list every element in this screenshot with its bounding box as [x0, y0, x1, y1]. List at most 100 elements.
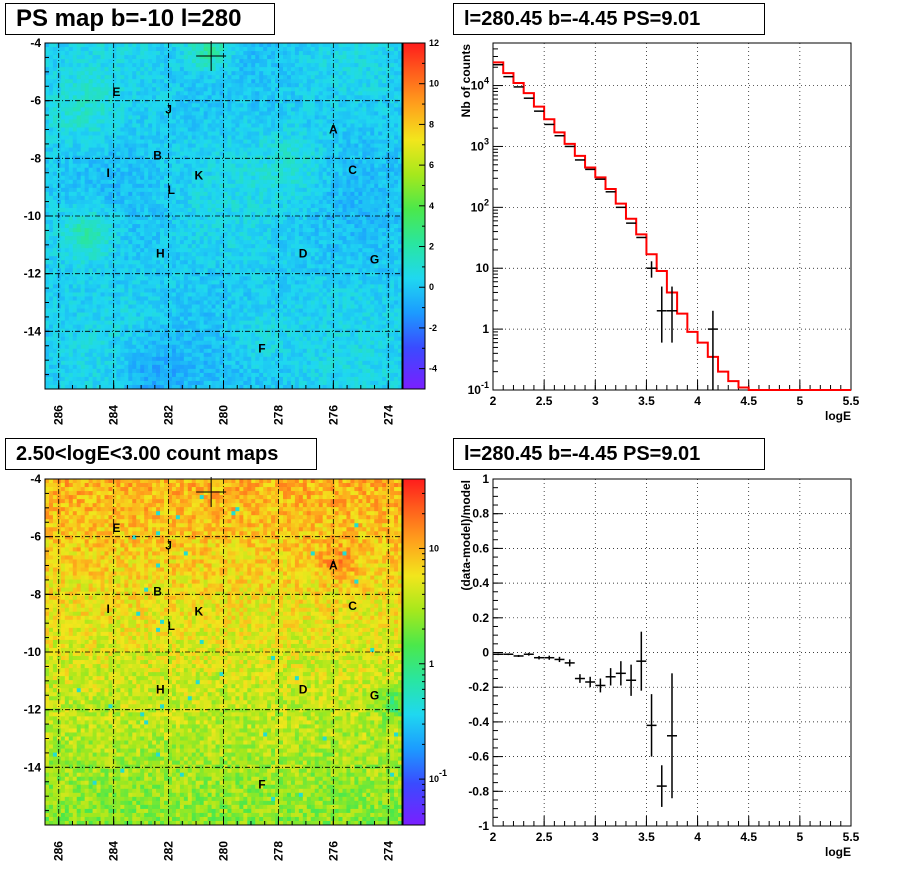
y-tick-label: 0.8 [472, 507, 489, 521]
x-tick-label: 5.5 [843, 830, 860, 844]
y-tick-label: 102 [471, 197, 489, 214]
source-label-c: C [348, 163, 357, 177]
colorbar-tick-label: 2 [429, 242, 434, 252]
data-point [667, 286, 677, 343]
x-tick-label: 286 [52, 841, 66, 861]
colorbar-tick-label: 10 [429, 79, 439, 89]
source-label-f: F [258, 342, 265, 356]
y-tick-label: -0.6 [468, 750, 489, 764]
x-tick-label: 2.5 [536, 830, 553, 844]
source-label-g: G [370, 252, 379, 266]
ps-map-panel: 286 284 282 280 278 276 274-4-6-8-10-12-14EJAB… [24, 36, 439, 425]
source-label-e: E [112, 521, 120, 535]
colorbar [402, 42, 426, 390]
residual-point [503, 653, 514, 656]
x-axis-label: logE [825, 845, 851, 859]
y-axis-label: Nb of counts [459, 44, 473, 118]
residual-point [656, 765, 667, 807]
x-tick-label: 4.5 [740, 394, 757, 408]
y-tick-label: -10 [24, 209, 42, 223]
colorbar [402, 478, 426, 826]
x-tick-label: 282 [162, 405, 176, 425]
residual-point [513, 654, 524, 658]
y-tick-label: 1 [482, 322, 489, 336]
x-tick-label: 284 [107, 841, 121, 861]
x-tick-label: 5.5 [843, 394, 860, 408]
y-axis-label: (data-model)/model [459, 480, 473, 591]
x-tick-label: 4 [694, 394, 701, 408]
y-tick-label: -14 [24, 324, 42, 338]
source-label-b: B [153, 148, 162, 162]
x-tick-label: 280 [217, 405, 231, 425]
y-tick-label: 10 [476, 261, 490, 275]
x-tick-label: 5 [797, 394, 804, 408]
source-label-c: C [348, 599, 357, 613]
source-label-g: G [370, 688, 379, 702]
ps-map-title: PS map b=-10 l=280 [5, 3, 275, 35]
source-label-f: F [258, 778, 265, 792]
colorbar-tick-label: -4 [429, 364, 437, 374]
residual-point [595, 678, 606, 693]
y-tick-label: -14 [24, 760, 42, 774]
source-label-d: D [299, 246, 308, 260]
y-tick-label: 0 [482, 646, 489, 660]
source-label-l: L [168, 183, 175, 197]
x-tick-label: 2 [490, 394, 497, 408]
x-tick-label: 286 [52, 405, 66, 425]
source-label-i: I [106, 166, 109, 180]
source-label-h: H [156, 682, 165, 696]
y-tick-label: -8 [30, 587, 41, 601]
residual-point [646, 694, 657, 757]
map-grid [45, 43, 402, 389]
data-point [707, 310, 718, 390]
y-tick-label: -1 [478, 819, 489, 833]
ps-map-cells [45, 43, 403, 390]
colorbar-tick-label: 10-1 [429, 768, 447, 784]
source-label-j: J [165, 538, 172, 552]
y-tick-label: -12 [24, 267, 42, 281]
source-label-b: B [153, 584, 162, 598]
x-tick-label: 274 [381, 841, 395, 861]
residual-point [534, 655, 545, 660]
spectrum-title: l=280.45 b=-4.45 PS=9.01 [453, 3, 765, 35]
y-tick-label: 0.4 [472, 576, 489, 590]
x-tick-label: 282 [162, 841, 176, 861]
colorbar-tick-label: 4 [429, 201, 434, 211]
x-tick-label: 5 [797, 830, 804, 844]
source-label-a: A [329, 559, 338, 573]
x-tick-label: 284 [107, 405, 121, 425]
count-map-title: 2.50<logE<3.00 count maps [5, 438, 317, 470]
residuals-title: l=280.45 b=-4.45 PS=9.01 [453, 438, 765, 470]
colorbar-tick-label: 1 [429, 659, 434, 669]
y-tick-label: 0.6 [472, 541, 489, 555]
colorbar-tick-label: 0 [429, 282, 434, 292]
source-label-l: L [168, 619, 175, 633]
x-tick-label: 2.5 [536, 394, 553, 408]
y-tick-label: -12 [24, 703, 42, 717]
residual-point [605, 668, 616, 686]
y-tick-label: -6 [30, 530, 41, 544]
y-tick-label: 103 [471, 136, 489, 153]
residual-point [667, 673, 677, 799]
x-tick-label: 3 [592, 394, 599, 408]
source-label-j: J [165, 102, 172, 116]
residual-point [554, 656, 565, 663]
colorbar-tick-label: 6 [429, 160, 434, 170]
source-label-h: H [156, 246, 165, 260]
x-tick-label: 2 [490, 830, 497, 844]
y-tick-label: -10 [24, 645, 42, 659]
y-tick-label: -0.2 [468, 680, 489, 694]
x-tick-label: 278 [271, 841, 285, 861]
source-label-e: E [112, 85, 120, 99]
x-tick-label: 276 [326, 405, 340, 425]
x-tick-label: 3 [592, 830, 599, 844]
x-tick-label: 4 [694, 830, 701, 844]
count-map-cells [45, 479, 403, 826]
x-axis-label: logE [825, 409, 851, 423]
x-tick-label: 3.5 [638, 394, 655, 408]
y-tick-label: -6 [30, 94, 41, 108]
y-tick-label: 0.2 [472, 611, 489, 625]
y-tick-label: -4 [30, 472, 41, 486]
colorbar-tick-label: -2 [429, 323, 437, 333]
